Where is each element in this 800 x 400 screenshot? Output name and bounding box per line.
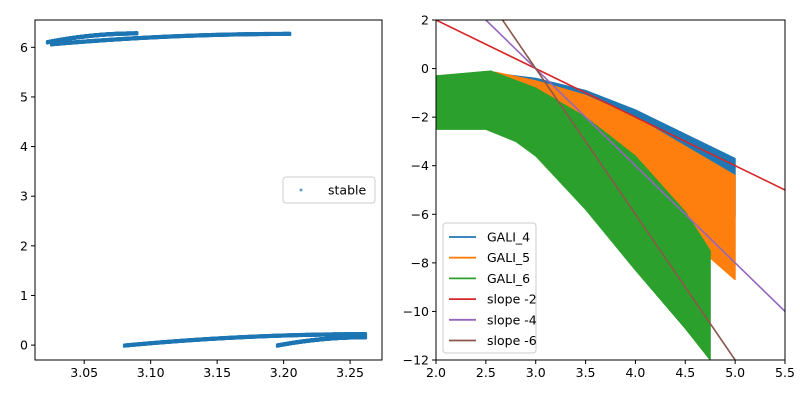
scatter-data (45, 31, 368, 348)
scatter-point (289, 31, 292, 35)
scatter-band (45, 31, 139, 45)
scatter-point (136, 31, 139, 34)
scatter-band (49, 31, 292, 47)
